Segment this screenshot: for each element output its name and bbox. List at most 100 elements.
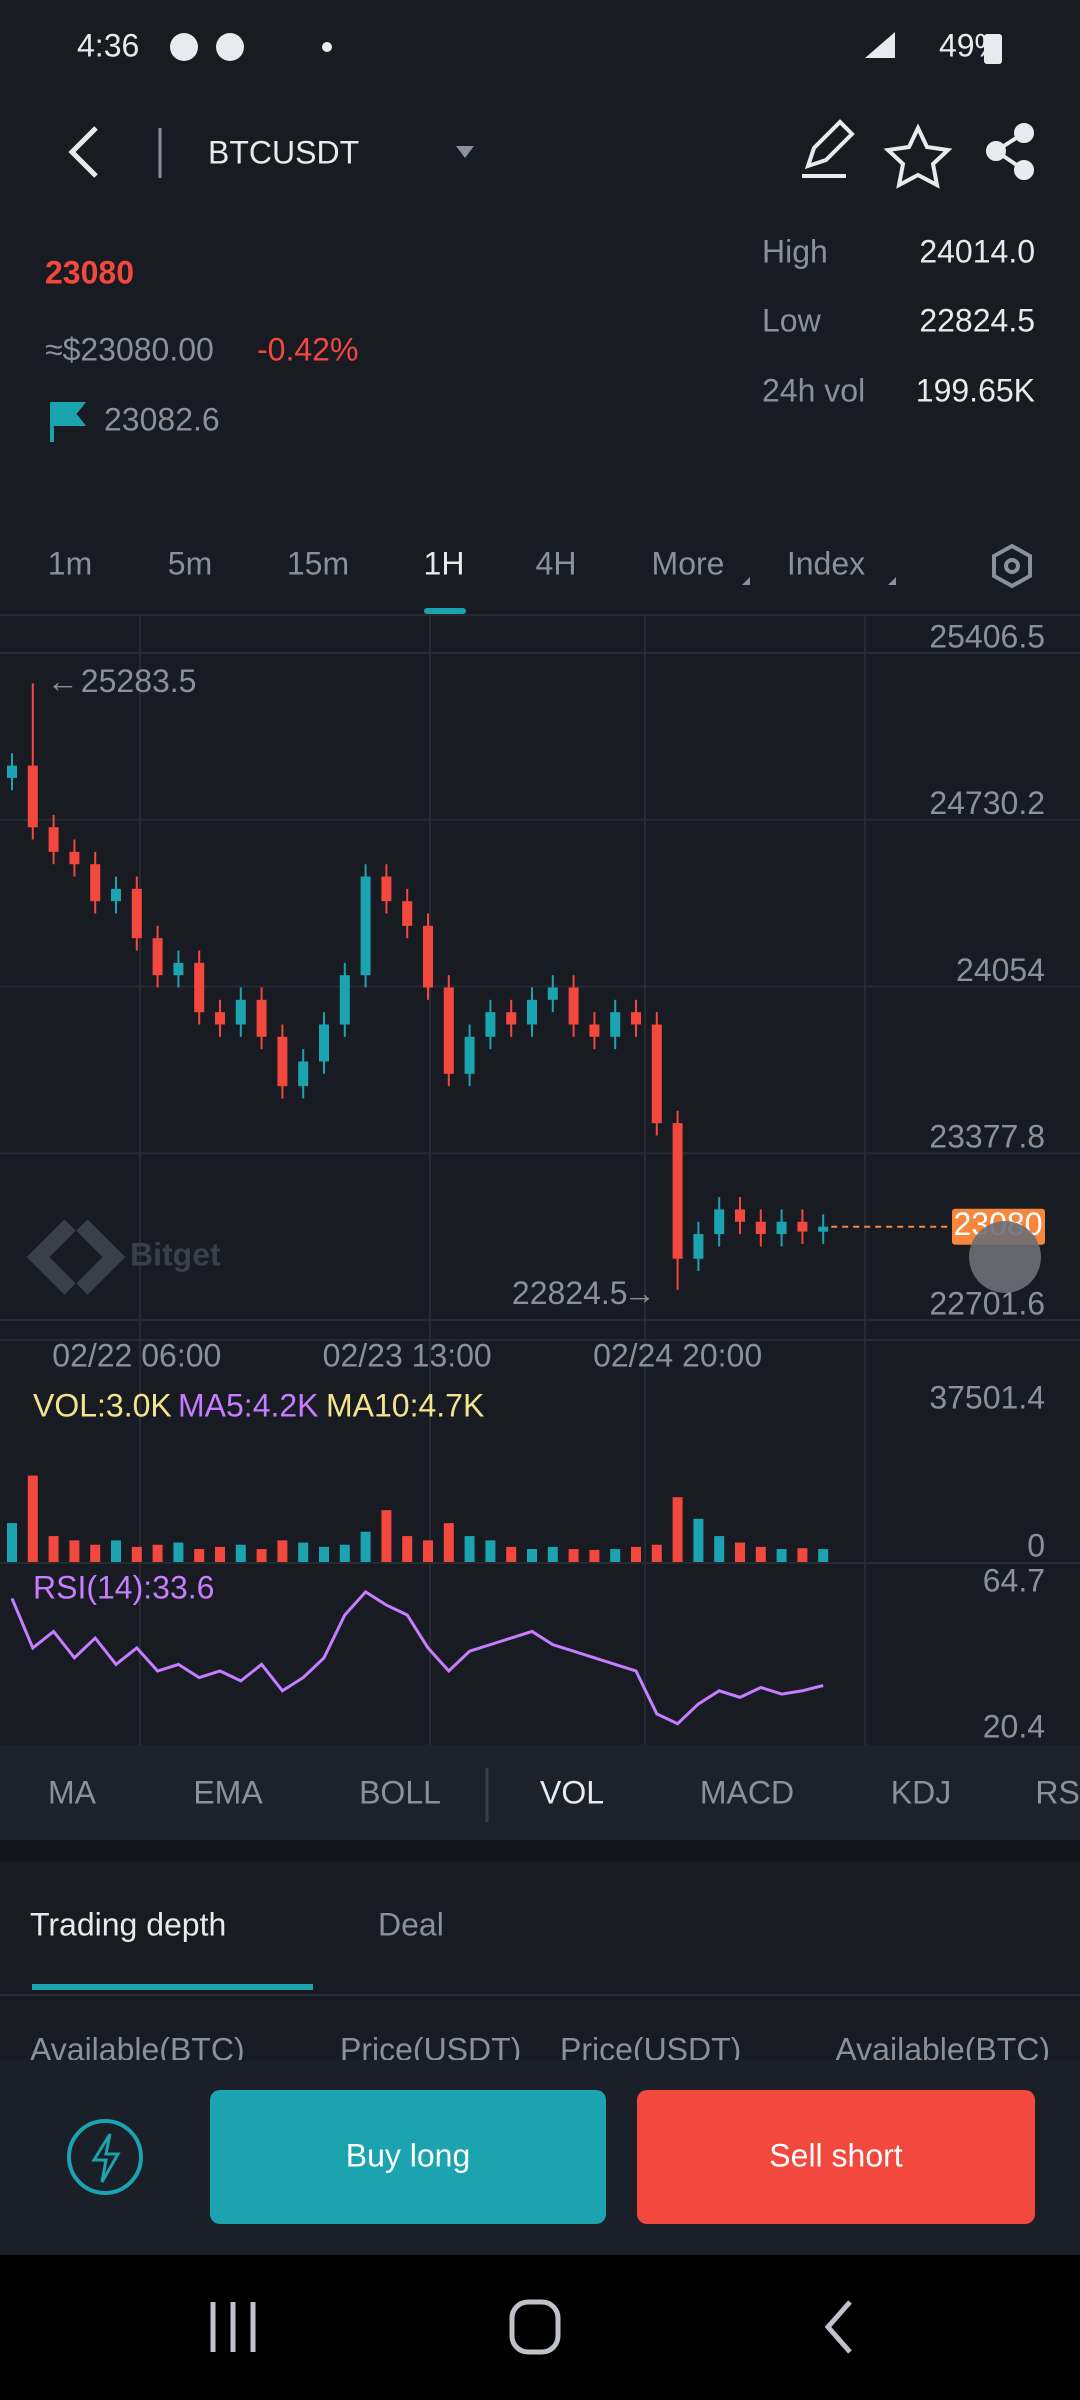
home-button[interactable]: [509, 2299, 561, 2355]
buy-button[interactable]: [210, 2090, 606, 2224]
volume-bar: [735, 1542, 745, 1562]
indicator-tab[interactable]: MACD: [700, 1774, 794, 1810]
signal-icon: [865, 32, 895, 58]
y-tick-label: 23377.8: [929, 1119, 1045, 1155]
dropdown-corner: [742, 577, 750, 585]
volume-bar: [506, 1546, 517, 1562]
y-tick-label: 22701.6: [929, 1285, 1045, 1321]
interval-tab[interactable]: 4H: [536, 545, 577, 581]
volume-tick-label: 0: [1027, 1527, 1045, 1563]
lightning-icon: [91, 2133, 121, 2183]
depth-tab[interactable]: Trading depth: [30, 1906, 226, 1942]
sell-label: Sell short: [769, 2137, 903, 2173]
buy-label: Buy long: [346, 2137, 471, 2173]
x-tick-label: 02/24 20:00: [593, 1337, 762, 1373]
nav-back-button[interactable]: [824, 2300, 852, 2354]
candle-body: [173, 962, 184, 976]
ma10-label: MA10:4.7K: [326, 1387, 484, 1423]
candle-body: [277, 1036, 288, 1087]
chart-settings-button[interactable]: [992, 543, 1032, 589]
indicator-tab[interactable]: VOL: [540, 1774, 604, 1810]
volume-bar: [111, 1540, 121, 1562]
candle-body: [776, 1221, 787, 1235]
volume-bar: [7, 1523, 17, 1562]
candle-body: [27, 765, 38, 828]
watermark: Bitget: [130, 1236, 221, 1272]
volume-bar: [173, 1542, 184, 1562]
candle-body: [506, 1012, 517, 1025]
candle-body: [7, 765, 17, 778]
volume-bar: [152, 1544, 163, 1562]
y-tick-label: 25406.5: [929, 618, 1045, 654]
candle-body: [797, 1221, 808, 1232]
rsi-tick-label: 20.4: [983, 1708, 1045, 1744]
volume-bar: [319, 1546, 329, 1562]
interval-tab[interactable]: 5m: [168, 545, 212, 581]
indicator-tab[interactable]: EMA: [193, 1774, 263, 1810]
indicator-tab[interactable]: BOLL: [359, 1774, 441, 1810]
dropdown-corner: [888, 577, 896, 585]
low-arrow: →: [624, 1275, 656, 1311]
volume-bar: [755, 1546, 766, 1562]
low-annotation: 22824.5: [512, 1275, 628, 1311]
dropdown-icon[interactable]: [456, 146, 474, 158]
candle-body: [402, 901, 413, 926]
interval-tab[interactable]: 1m: [48, 545, 92, 581]
volume-bar: [776, 1549, 787, 1562]
interval-tab[interactable]: 1H: [424, 545, 465, 581]
volume-tick-label: 37501.4: [929, 1379, 1045, 1415]
back-button[interactable]: [68, 126, 98, 178]
deal-tab[interactable]: Deal: [378, 1906, 444, 1942]
candle-body: [256, 999, 267, 1037]
price-change: -0.42%: [257, 331, 358, 367]
high-arrow: ←: [47, 663, 79, 699]
candle-body: [90, 864, 101, 902]
last-price: 23080: [45, 254, 134, 290]
indicator-tab[interactable]: KDJ: [891, 1774, 951, 1810]
volume-bar: [423, 1540, 433, 1562]
interval-tab[interactable]: Index: [787, 545, 865, 581]
volume-bar: [27, 1475, 38, 1562]
symbol[interactable]: BTCUSDT: [208, 134, 359, 170]
volume-bar: [527, 1549, 537, 1562]
recents-button[interactable]: [210, 2302, 256, 2352]
candle-body: [131, 888, 142, 939]
candle-body: [111, 888, 121, 902]
y-tick-label: 24054: [956, 952, 1045, 988]
volume-bar: [672, 1497, 683, 1562]
favorite-button[interactable]: [883, 123, 953, 189]
indicator-bar: [0, 1745, 1080, 1840]
volume-bar: [464, 1536, 475, 1562]
volume-bar: [797, 1548, 808, 1562]
volume-bar: [381, 1510, 392, 1562]
stat-label: 24h vol: [762, 372, 865, 408]
volume-bar: [339, 1544, 350, 1562]
floating-button[interactable]: [969, 1221, 1041, 1293]
candle-body: [547, 987, 558, 1000]
battery-icon: [984, 34, 1002, 64]
interval-tab[interactable]: More: [652, 545, 725, 581]
candle-body: [443, 987, 454, 1074]
mark-price: 23082.6: [104, 401, 220, 437]
status-icon: [216, 33, 244, 61]
candle-body: [464, 1036, 475, 1074]
indicator-tab[interactable]: MA: [48, 1774, 97, 1810]
candle-body: [818, 1226, 829, 1232]
volume-bar: [631, 1546, 641, 1562]
watermark-logo: [26, 1219, 126, 1295]
vol-label: VOL:3.0K: [33, 1387, 172, 1423]
rsi-tick-label: 64.7: [983, 1562, 1045, 1598]
interval-tab[interactable]: 15m: [287, 545, 349, 581]
candle-body: [381, 876, 392, 902]
quick-trade-button[interactable]: [67, 2119, 143, 2195]
share-button[interactable]: [986, 123, 1034, 180]
indicator-tab[interactable]: RSI: [1035, 1774, 1080, 1810]
candle-body: [568, 987, 579, 1025]
clock: 4:36: [77, 27, 139, 63]
sell-button[interactable]: [637, 2090, 1035, 2224]
edit-button[interactable]: [802, 119, 855, 178]
candle-body: [319, 1024, 329, 1062]
candle-body: [631, 1012, 641, 1025]
volume-bar: [443, 1523, 454, 1562]
